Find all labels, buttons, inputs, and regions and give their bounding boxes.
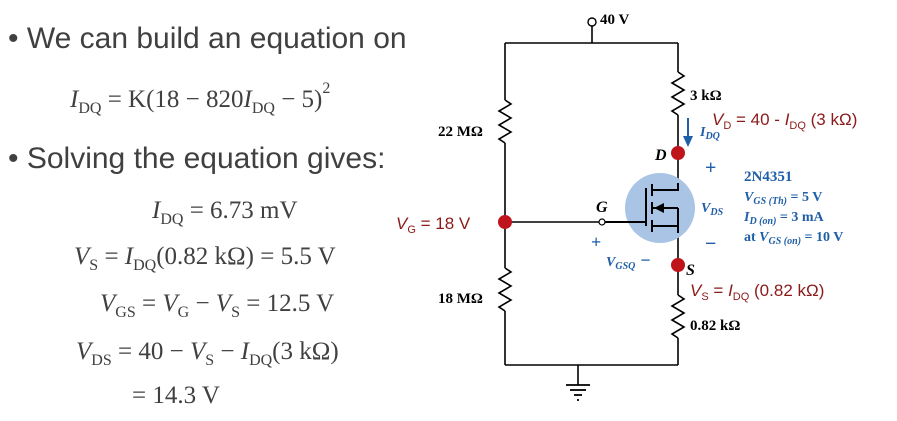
spec-part-number: 2N4351 bbox=[744, 169, 792, 185]
equation-vds-result: = 14.3 V bbox=[132, 382, 220, 409]
vgsq-label: VGSQ − bbox=[606, 250, 651, 272]
rd-label: 3 kΩ bbox=[690, 88, 722, 104]
r2-resistor bbox=[497, 267, 513, 312]
bullet-solving: • Solving the equation gives: bbox=[8, 142, 386, 175]
equation-vs: VS = IDQ(0.82 kΩ) = 5.5 V bbox=[74, 243, 336, 274]
r2-label: 18 MΩ bbox=[438, 291, 483, 307]
bullet-build-equation: • We can build an equation on bbox=[8, 22, 407, 55]
spec-vgs-th: VGS (Th) = 5 V bbox=[744, 190, 822, 207]
rs-resistor bbox=[670, 294, 686, 339]
vgs-plus-sign: + bbox=[591, 232, 601, 252]
supply-label: 40 V bbox=[600, 12, 629, 28]
rs-label: 0.82 kΩ bbox=[690, 318, 740, 334]
idq-arrow-icon bbox=[683, 136, 693, 147]
supply-terminal bbox=[587, 17, 597, 27]
mosfet-arrow-icon bbox=[654, 203, 664, 213]
vd-annotation: VD = 40 - IDQ (3 kΩ) bbox=[712, 110, 857, 132]
vds-minus-sign: − bbox=[705, 233, 716, 255]
rd-resistor bbox=[670, 71, 686, 116]
idq-label: IDQ bbox=[699, 125, 720, 142]
source-node-label: S bbox=[686, 262, 695, 279]
ground-icon bbox=[566, 384, 590, 401]
r1-resistor bbox=[497, 99, 513, 144]
gate-node-dot bbox=[498, 215, 512, 229]
gate-terminal bbox=[598, 218, 606, 226]
vs-annotation: VS = IDQ (0.82 kΩ) bbox=[690, 281, 824, 303]
drain-node-label: D bbox=[654, 147, 667, 164]
equation-idq-value: IDQ = 6.73 mV bbox=[152, 197, 298, 228]
spec-vgs-on: at VGS (on) = 10 V bbox=[744, 230, 843, 247]
equation-vgs: VGS = VG − VS = 12.5 V bbox=[100, 290, 335, 321]
drain-node-dot bbox=[671, 146, 685, 160]
spec-id-on: ID (on) = 3 mA bbox=[743, 210, 825, 227]
r1-label: 22 MΩ bbox=[438, 124, 483, 140]
equation-vds: VDS = 40 − VS − IDQ(3 kΩ) bbox=[76, 338, 339, 369]
vg-annotation: VG = 18 V bbox=[396, 214, 471, 236]
gate-node-label: G bbox=[596, 199, 608, 216]
source-node-dot bbox=[671, 258, 685, 272]
vds-plus-sign: + bbox=[705, 157, 716, 179]
vds-label: VDS bbox=[701, 201, 724, 218]
equation-idq-quadratic: IDQ = K(18 − 820IDQ − 5)2 bbox=[70, 80, 331, 117]
